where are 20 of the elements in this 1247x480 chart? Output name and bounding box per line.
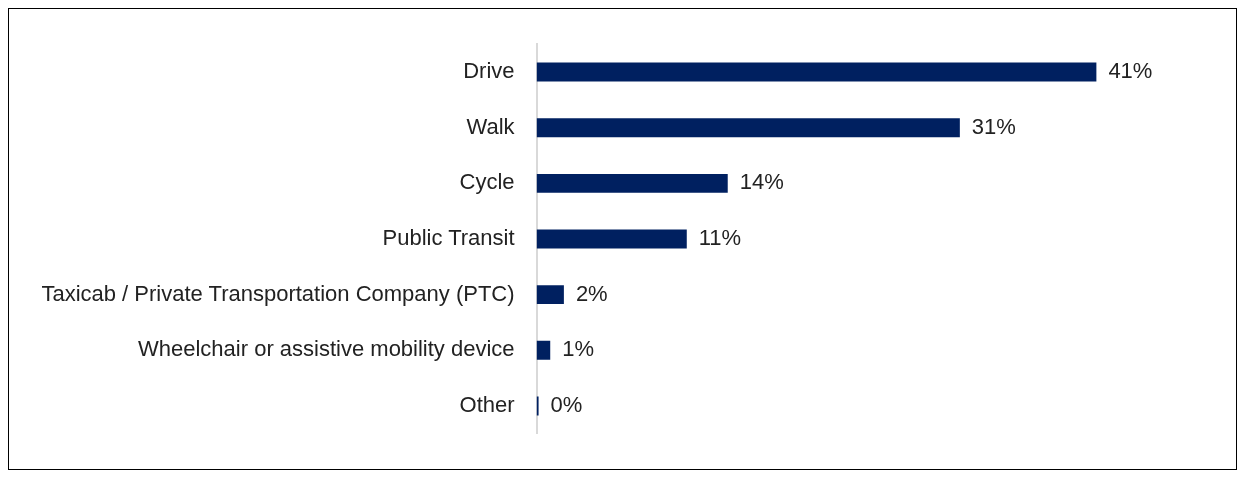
- bar: [536, 285, 564, 305]
- y-tick-label: Other: [459, 392, 515, 418]
- y-tick-label: Taxicab / Private Transportation Company (PTC): [41, 280, 515, 306]
- data-label: 14%: [739, 169, 784, 195]
- bar: [536, 62, 1097, 82]
- data-label: 1%: [562, 336, 595, 362]
- data-label: 11%: [698, 225, 742, 251]
- y-tick-label: Cycle: [459, 169, 515, 195]
- bar: [536, 118, 960, 138]
- bar: [536, 173, 728, 193]
- data-label: 31%: [971, 113, 1016, 139]
- y-tick-label: Drive: [463, 58, 515, 84]
- bar: [536, 340, 551, 360]
- bar: [536, 229, 687, 249]
- y-tick-label: Wheelchair or assistive mobility device: [138, 336, 515, 362]
- data-label: 41%: [1108, 58, 1153, 84]
- data-label: 2%: [575, 280, 608, 306]
- y-tick-label: Walk: [466, 113, 516, 139]
- data-label: 0%: [550, 392, 583, 418]
- y-tick-label: Public Transit: [382, 225, 515, 251]
